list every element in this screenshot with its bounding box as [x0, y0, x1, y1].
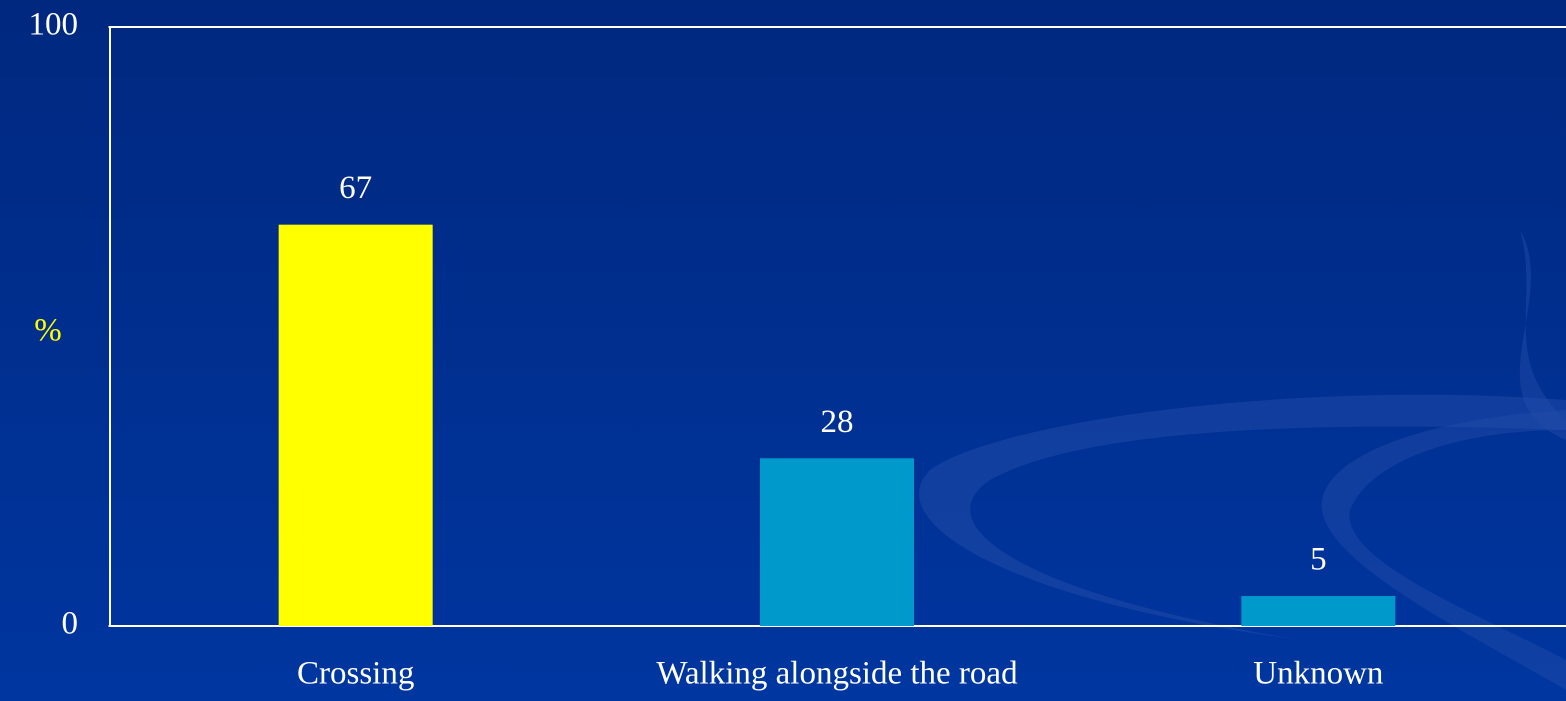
x-tick-label: Unknown: [1253, 656, 1383, 692]
x-tick-label: Walking alongside the road: [656, 656, 1018, 692]
decor-swoosh: [1321, 410, 1566, 690]
data-label: 28: [821, 404, 854, 440]
bar: [760, 458, 914, 626]
data-label: 5: [1310, 542, 1327, 578]
y-axis-label: %: [34, 313, 62, 349]
x-tick-label: Crossing: [297, 656, 414, 692]
y-tick-label: 100: [29, 7, 79, 43]
bar: [278, 224, 433, 627]
bar: [1241, 596, 1396, 626]
y-tick-label: 0: [62, 606, 79, 642]
data-label: 67: [339, 170, 372, 206]
decor-swoosh: [1519, 230, 1566, 440]
